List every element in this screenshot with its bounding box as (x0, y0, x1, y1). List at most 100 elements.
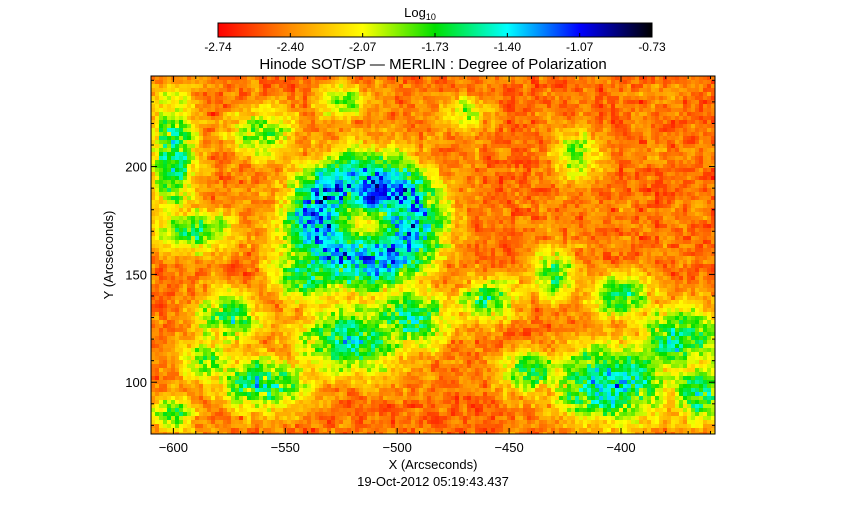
heatmap-cell (699, 112, 703, 116)
heatmap-cell (543, 92, 547, 96)
heatmap-cell (551, 108, 555, 112)
heatmap-cell (399, 148, 403, 152)
heatmap-cell (223, 200, 227, 204)
heatmap-cell (635, 88, 639, 92)
heatmap-cell (643, 180, 647, 184)
heatmap-cell (507, 96, 511, 100)
heatmap-cell (187, 144, 191, 148)
heatmap-cell (583, 208, 587, 212)
heatmap-cell (151, 92, 155, 96)
heatmap-cell (439, 192, 443, 196)
heatmap-cell (651, 116, 655, 120)
heatmap-cell (631, 96, 635, 100)
heatmap-cell (539, 100, 543, 104)
heatmap-cell (359, 204, 363, 208)
heatmap-cell (191, 108, 195, 112)
heatmap-cell (675, 160, 679, 164)
heatmap-cell (439, 104, 443, 108)
heatmap-cell (603, 108, 607, 112)
heatmap-cell (499, 188, 503, 192)
heatmap-cell (155, 76, 159, 80)
heatmap-cell (479, 164, 483, 168)
heatmap-cell (375, 124, 379, 128)
heatmap-cell (179, 216, 183, 220)
heatmap-cell (627, 204, 631, 208)
heatmap-cell (215, 200, 219, 204)
heatmap-cell (611, 136, 615, 140)
heatmap-cell (355, 92, 359, 96)
heatmap-cell (571, 132, 575, 136)
heatmap-cell (447, 116, 451, 120)
heatmap-cell (519, 84, 523, 88)
heatmap-cell (159, 168, 163, 172)
heatmap-cell (395, 176, 399, 180)
heatmap-cell (283, 156, 287, 160)
heatmap-cell (451, 168, 455, 172)
heatmap-cell (411, 168, 415, 172)
heatmap-cell (463, 192, 467, 196)
heatmap-cell (303, 192, 307, 196)
heatmap-cell (635, 208, 639, 212)
heatmap-cell (335, 188, 339, 192)
heatmap-cell (179, 136, 183, 140)
heatmap-cell (243, 152, 247, 156)
heatmap-cell (491, 152, 495, 156)
heatmap-cell (539, 196, 543, 200)
heatmap-cell (371, 124, 375, 128)
heatmap-cell (207, 188, 211, 192)
heatmap-cell (435, 104, 439, 108)
heatmap-cell (231, 80, 235, 84)
heatmap-cell (707, 96, 711, 100)
heatmap-cell (247, 152, 251, 156)
heatmap-cell (707, 100, 711, 104)
heatmap-cell (375, 184, 379, 188)
heatmap-cell (447, 180, 451, 184)
heatmap-cell (151, 184, 155, 188)
heatmap-cell (255, 196, 259, 200)
heatmap-cell (163, 108, 167, 112)
heatmap-cell (519, 196, 523, 200)
heatmap-cell (531, 104, 535, 108)
heatmap-cell (519, 164, 523, 168)
heatmap-cell (651, 120, 655, 124)
heatmap-cell (695, 192, 699, 196)
heatmap-cell (183, 168, 187, 172)
colorbar-tick-label: -2.07 (349, 40, 377, 54)
heatmap-cell (151, 124, 155, 128)
heatmap-cell (623, 152, 627, 156)
heatmap-cell (175, 180, 179, 184)
heatmap-cell (711, 92, 715, 96)
heatmap-cell (587, 120, 591, 124)
heatmap-cell (483, 80, 487, 84)
heatmap-cell (191, 188, 195, 192)
heatmap-cell (287, 184, 291, 188)
heatmap-cell (575, 176, 579, 180)
heatmap-cell (403, 120, 407, 124)
heatmap-cell (495, 152, 499, 156)
heatmap-cell (471, 180, 475, 184)
heatmap-cell (543, 200, 547, 204)
heatmap-cell (643, 196, 647, 200)
heatmap-cell (651, 128, 655, 132)
heatmap-cell (659, 204, 663, 208)
heatmap-cell (427, 112, 431, 116)
heatmap-cell (551, 168, 555, 172)
heatmap-cell (363, 84, 367, 88)
heatmap-cell (423, 108, 427, 112)
heatmap-cell (391, 116, 395, 120)
heatmap-cell (411, 188, 415, 192)
heatmap-cell (315, 156, 319, 160)
heatmap-cell (487, 136, 491, 140)
heatmap-cell (263, 136, 267, 140)
heatmap-cell (563, 88, 567, 92)
heatmap-cell (339, 208, 343, 212)
heatmap-cell (511, 76, 515, 80)
heatmap-cell (579, 176, 583, 180)
heatmap-cell (447, 140, 451, 144)
heatmap-cell (315, 136, 319, 140)
heatmap-cell (535, 120, 539, 124)
heatmap-cell (415, 88, 419, 92)
heatmap-cell (511, 148, 515, 152)
heatmap-cell (351, 80, 355, 84)
heatmap-cell (423, 196, 427, 200)
